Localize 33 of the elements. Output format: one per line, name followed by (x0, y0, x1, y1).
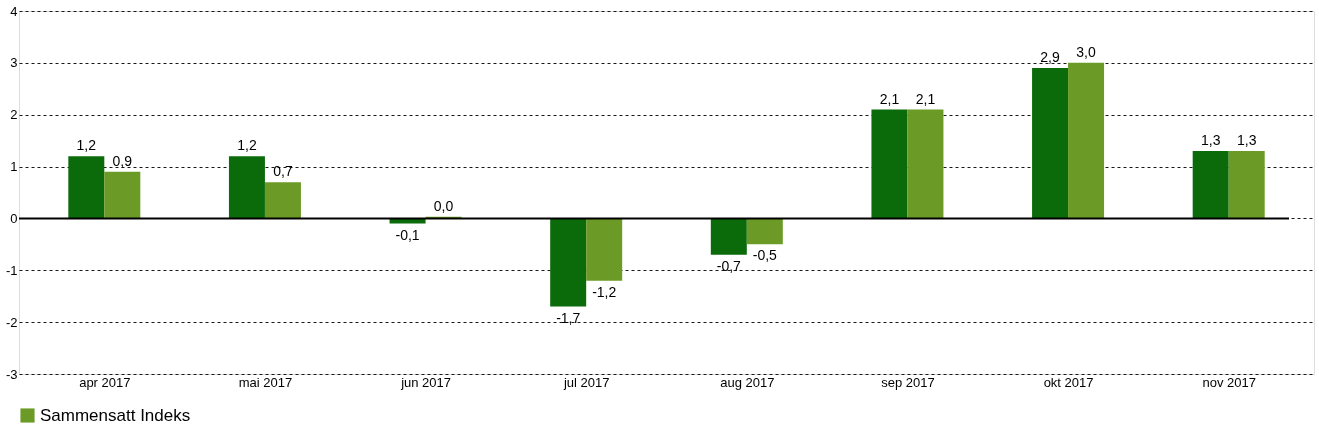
data-label: 0,7 (273, 163, 293, 180)
y-tick-label: 1 (10, 159, 18, 175)
data-label: 2,9 (1040, 49, 1060, 66)
data-label: -0,7 (716, 257, 742, 274)
y-tick-label: -2 (5, 314, 18, 330)
x-tick-label: jul 2017 (562, 374, 610, 390)
data-label: -1,7 (556, 309, 581, 326)
legend-label: Sammensatt Indeks (40, 405, 191, 425)
y-tick-label: 2 (10, 107, 18, 123)
y-tick-label: 0 (10, 210, 18, 226)
data-label: -0,5 (752, 247, 778, 264)
x-tick-label: nov 2017 (1202, 374, 1256, 390)
x-tick-label: mai 2017 (238, 374, 293, 390)
data-label: 1,3 (1200, 132, 1221, 149)
data-label: 1,2 (237, 137, 257, 154)
data-label: 0,9 (112, 152, 133, 169)
y-tick-label: -1 (5, 262, 18, 278)
x-tick-label: aug 2017 (720, 374, 775, 390)
data-label: 1,3 (1236, 132, 1257, 149)
x-tick-label: jun 2017 (400, 374, 452, 390)
data-label: 2,1 (879, 90, 900, 107)
x-tick-label: sep 2017 (881, 374, 935, 390)
data-label: 2,1 (915, 90, 936, 107)
data-label: 3,0 (1076, 43, 1096, 60)
data-label: 1,2 (76, 137, 97, 154)
x-tick-label: okt 2017 (1043, 374, 1094, 390)
y-tick-label: 3 (10, 55, 18, 71)
data-label: -1,2 (592, 283, 617, 300)
x-tick-label: apr 2017 (79, 374, 131, 390)
y-tick-label: -3 (5, 366, 18, 382)
data-label: -0,1 (395, 226, 420, 243)
y-tick-label: 4 (10, 3, 18, 19)
data-label: 0,0 (433, 197, 454, 214)
